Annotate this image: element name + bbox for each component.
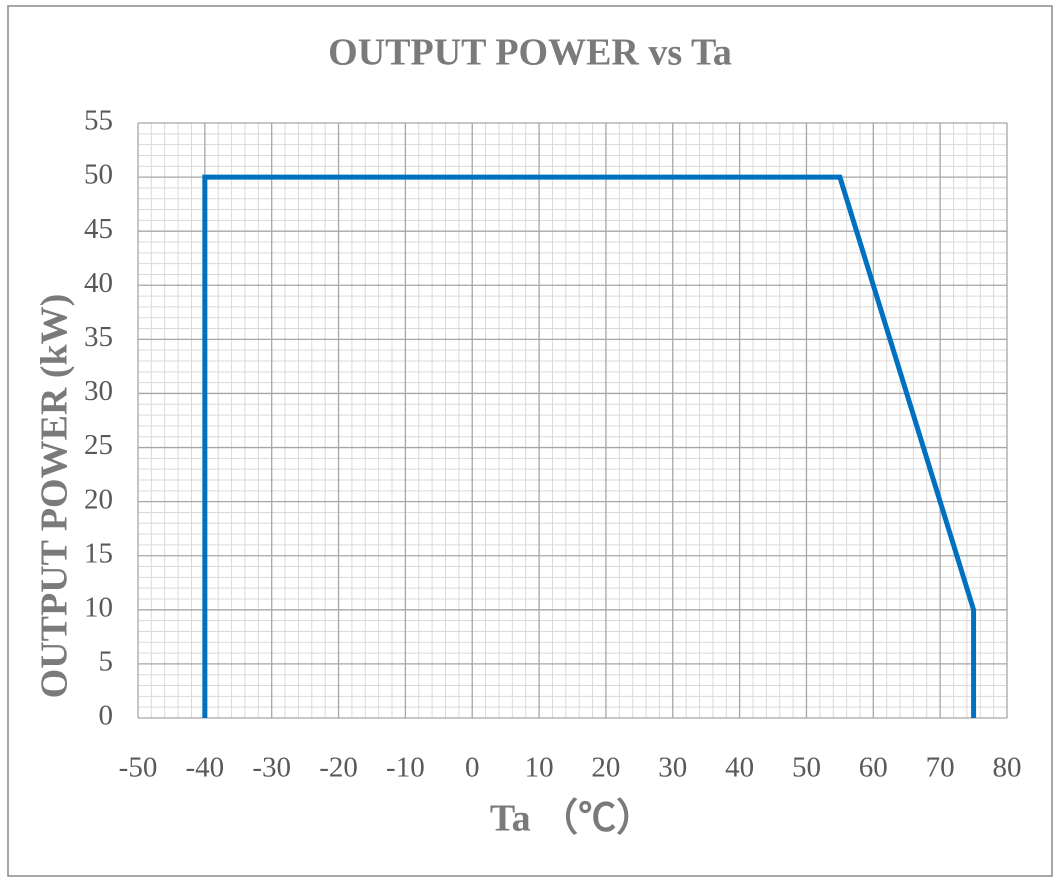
chart-title: OUTPUT POWER vs Ta <box>328 32 732 74</box>
y-tick-label: 5 <box>99 646 114 678</box>
y-tick-label: 0 <box>99 700 114 732</box>
x-tick-label: 30 <box>658 752 687 784</box>
x-tick-label: 20 <box>591 752 620 784</box>
x-tick-label: 40 <box>725 752 754 784</box>
y-tick-label: 55 <box>84 105 113 137</box>
y-tick-label: 40 <box>84 267 113 299</box>
y-tick-label: 35 <box>84 321 113 353</box>
x-tick-label: 60 <box>859 752 888 784</box>
x-tick-label: -30 <box>252 752 291 784</box>
y-tick-label: 30 <box>84 375 113 407</box>
data-line <box>202 174 977 718</box>
grid <box>137 122 1008 719</box>
x-tick-label: 50 <box>792 752 821 784</box>
y-tick-label: 20 <box>84 483 113 515</box>
chart-border <box>7 5 1053 877</box>
x-tick-label: -20 <box>319 752 358 784</box>
x-tick-label: -40 <box>186 752 225 784</box>
x-tick-label: 0 <box>465 752 480 784</box>
y-tick-label: 50 <box>84 159 113 191</box>
y-tick-label: 15 <box>84 537 113 569</box>
x-tick-label: -10 <box>386 752 425 784</box>
x-axis-title: Ta （℃） <box>490 798 654 840</box>
x-tick-label: 70 <box>926 752 955 784</box>
x-tick-label: -50 <box>119 752 158 784</box>
x-tick-label: 80 <box>993 752 1022 784</box>
y-tick-label: 25 <box>84 429 113 461</box>
y-axis-title: OUTPUT POWER (kW) <box>34 294 76 699</box>
x-tick-label: 10 <box>525 752 554 784</box>
y-tick-label: 45 <box>84 213 113 245</box>
y-tick-label: 10 <box>84 591 113 623</box>
